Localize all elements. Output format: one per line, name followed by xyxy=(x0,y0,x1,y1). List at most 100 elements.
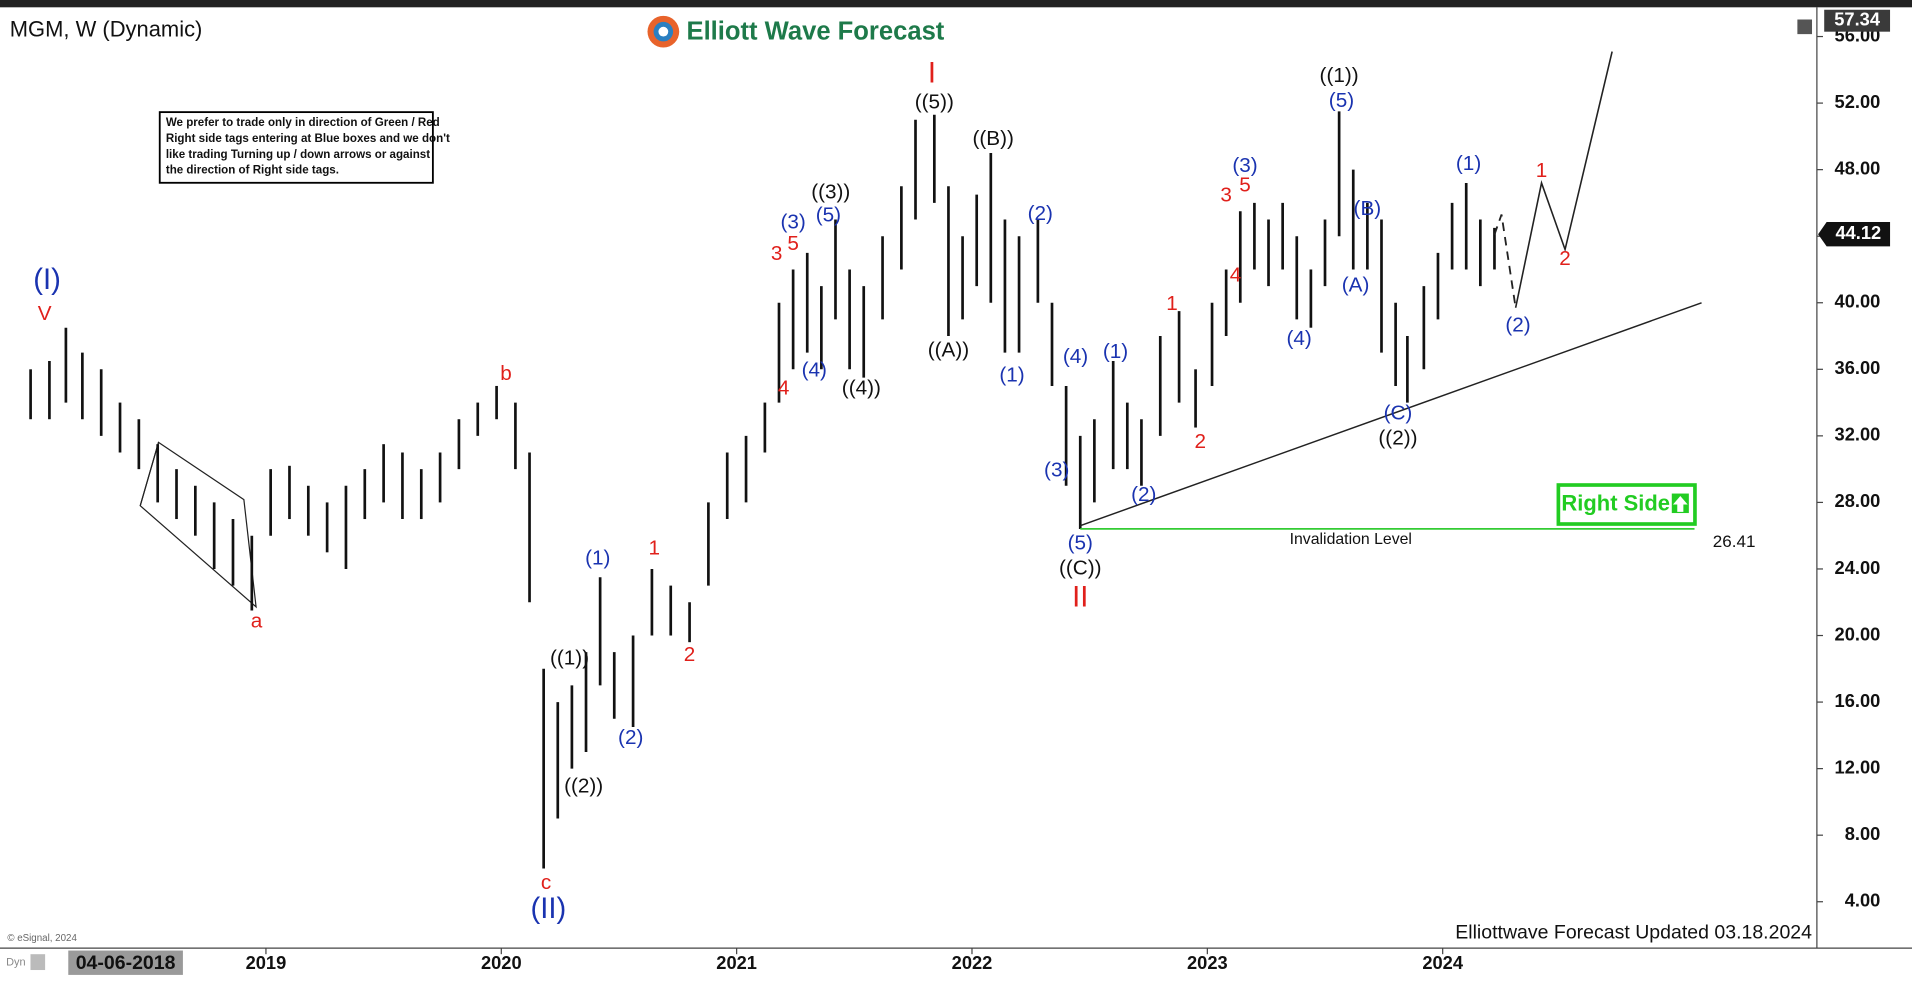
wave-label: b xyxy=(500,362,512,385)
last-price-label: 44.12 xyxy=(1835,222,1881,243)
wave-label: (2) xyxy=(1131,483,1156,506)
wave-label: c xyxy=(541,871,551,894)
wave-label: 3 xyxy=(771,242,783,265)
wave-label: (3) xyxy=(780,210,805,233)
x-tick-label: 2024 xyxy=(1422,952,1463,973)
wave-label: ((1)) xyxy=(1320,64,1359,87)
y-tick-label: 32.00 xyxy=(1835,424,1881,445)
y-tick-label: 20.00 xyxy=(1835,623,1881,644)
wave-label: (A) xyxy=(1342,274,1370,297)
wave-label: (2) xyxy=(1505,314,1530,337)
projection-dashed xyxy=(1493,214,1517,308)
projection-solid xyxy=(1514,51,1613,308)
y-tick-label: 4.00 xyxy=(1845,890,1881,911)
badge-arrow xyxy=(1673,495,1688,512)
logo: Elliott Wave Forecast xyxy=(647,15,945,48)
wave-label: (1) xyxy=(1103,340,1128,363)
wave-label: 2 xyxy=(1195,430,1207,453)
y-tick-label: 16.00 xyxy=(1835,690,1881,711)
wave-label: 4 xyxy=(778,377,790,400)
footer: Elliottwave Forecast Updated 03.18.2024 xyxy=(1455,922,1812,944)
note-box xyxy=(158,111,434,184)
wave-label: (1) xyxy=(585,546,610,569)
wave-label: (3) xyxy=(1232,154,1257,177)
wave-label: ((B)) xyxy=(972,127,1013,150)
x-tick-label: 2019 xyxy=(246,952,287,973)
logo-icon-core xyxy=(658,26,669,37)
y-tick-label: 40.00 xyxy=(1835,291,1881,312)
wave-label: (2) xyxy=(618,726,643,749)
wave-label: (5) xyxy=(1329,89,1354,112)
mode: Dyn xyxy=(6,957,26,969)
cursor-date-box xyxy=(68,950,183,975)
x-tick-label: 2021 xyxy=(716,952,757,973)
x-tick-label: 2023 xyxy=(1187,952,1228,973)
logo-text: Elliott Wave Forecast xyxy=(687,18,945,46)
wave-label: V xyxy=(38,302,52,325)
cursor-date: 04-06-2018 xyxy=(76,952,176,974)
source: © eSignal, 2024 xyxy=(7,933,77,944)
wave-label: 2 xyxy=(1559,247,1571,270)
wave-label: 5 xyxy=(787,232,799,255)
mode-icon xyxy=(30,954,46,971)
panel-icon xyxy=(1797,19,1813,35)
y-tick-label: 52.00 xyxy=(1835,91,1881,112)
wave-label: (5) xyxy=(1068,531,1093,554)
wave-label: ((4)) xyxy=(842,377,881,400)
wave-label: 4 xyxy=(1230,264,1242,287)
wave-label: (1) xyxy=(1456,152,1481,175)
wave-label: (C) xyxy=(1384,402,1413,425)
last-high-box xyxy=(1824,9,1891,32)
wave-label: (2) xyxy=(1028,202,1053,225)
last-price-box xyxy=(1818,222,1891,247)
x-tick-label: 2022 xyxy=(952,952,993,973)
note-line: Right side tags entering at Blue boxes a… xyxy=(166,133,450,145)
wave-label: I xyxy=(928,58,936,90)
wave-label: 5 xyxy=(1239,174,1251,197)
wave-label: a xyxy=(251,610,263,633)
wave-label: (B) xyxy=(1354,197,1382,220)
trendline xyxy=(1080,302,1702,527)
y-tick-label: 48.00 xyxy=(1835,157,1881,178)
note-line: like trading Turning up / down arrows or… xyxy=(166,149,430,161)
wave-label: ((3)) xyxy=(811,180,850,203)
wave-label: (3) xyxy=(1044,458,1069,481)
channel-edge xyxy=(139,442,160,506)
wave-label: 2 xyxy=(684,643,696,666)
y-tick-label: 36.00 xyxy=(1835,357,1881,378)
wave-label: (5) xyxy=(816,204,841,227)
y-tick-label: 12.00 xyxy=(1835,756,1881,777)
wave-label: ((A)) xyxy=(928,338,969,361)
wave-label: (1) xyxy=(999,363,1024,386)
y-tick-label: 28.00 xyxy=(1835,490,1881,511)
x-tick-label: 2020 xyxy=(481,952,522,973)
note-line: We prefer to trade only in direction of … xyxy=(166,117,440,129)
wave-label: (4) xyxy=(802,358,827,381)
wave-label: ((C)) xyxy=(1059,556,1102,579)
wave-label: ((2)) xyxy=(1378,427,1417,450)
wave-label: II xyxy=(1072,582,1088,614)
invalidation-value: 26.41 xyxy=(1713,532,1756,551)
wave-label: 1 xyxy=(1536,159,1548,182)
wave-label: 1 xyxy=(649,536,661,559)
last-high-label: 57.34 xyxy=(1834,9,1881,30)
wave-label: (I) xyxy=(33,264,61,296)
wave-label: (II) xyxy=(530,893,566,925)
badge-text: Right Side xyxy=(1561,490,1670,515)
wave-label: ((1)) xyxy=(550,646,589,669)
y-tick-label: 24.00 xyxy=(1835,557,1881,578)
wave-label: ((2)) xyxy=(564,774,603,797)
top-bar xyxy=(0,0,1912,8)
note: We prefer to trade only in direction of … xyxy=(166,117,450,177)
wave-label: 1 xyxy=(1166,292,1178,315)
note-line: the direction of Right side tags. xyxy=(166,165,339,177)
wave-label: ((5)) xyxy=(915,91,954,114)
wave-label: (4) xyxy=(1063,345,1088,368)
chart-title: MGM, W (Dynamic) xyxy=(10,16,203,41)
y-tick-label: 8.00 xyxy=(1845,823,1881,844)
invalidation-label: Invalidation Level xyxy=(1290,531,1412,548)
wave-label: (4) xyxy=(1286,327,1311,350)
wave-label: 3 xyxy=(1220,184,1232,207)
